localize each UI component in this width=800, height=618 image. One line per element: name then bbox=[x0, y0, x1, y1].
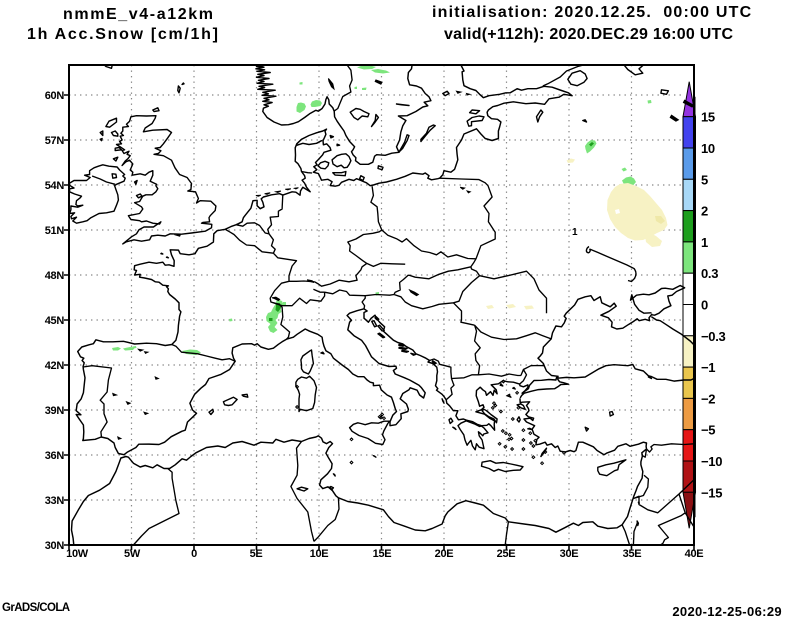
svg-text:10E: 10E bbox=[310, 548, 329, 560]
svg-text:5E: 5E bbox=[250, 548, 263, 560]
svg-text:0: 0 bbox=[701, 298, 708, 313]
svg-text:0: 0 bbox=[191, 548, 197, 560]
svg-text:45N: 45N bbox=[45, 315, 65, 327]
svg-text:39N: 39N bbox=[45, 405, 65, 417]
svg-text:54N: 54N bbox=[45, 180, 65, 192]
svg-text:2: 2 bbox=[701, 204, 708, 219]
svg-text:10W: 10W bbox=[66, 548, 89, 560]
svg-text:51N: 51N bbox=[45, 225, 65, 237]
svg-text:42N: 42N bbox=[45, 360, 65, 372]
svg-text:10: 10 bbox=[701, 141, 715, 156]
svg-text:57N: 57N bbox=[45, 135, 65, 147]
svg-text:48N: 48N bbox=[45, 270, 65, 282]
svg-text:0.3: 0.3 bbox=[701, 266, 718, 281]
svg-text:30N: 30N bbox=[45, 540, 65, 552]
svg-text:35E: 35E bbox=[623, 548, 642, 560]
svg-text:−2: −2 bbox=[701, 391, 715, 406]
svg-text:1: 1 bbox=[572, 227, 578, 238]
svg-text:−1: −1 bbox=[701, 360, 715, 375]
svg-text:5W: 5W bbox=[124, 548, 141, 560]
svg-text:40E: 40E bbox=[685, 548, 704, 560]
svg-text:−10: −10 bbox=[701, 454, 722, 469]
svg-text:−15: −15 bbox=[701, 485, 722, 500]
svg-text:15E: 15E bbox=[373, 548, 392, 560]
svg-text:33N: 33N bbox=[45, 495, 65, 507]
svg-text:−0.3: −0.3 bbox=[701, 329, 726, 344]
svg-text:30E: 30E bbox=[560, 548, 579, 560]
svg-text:−5: −5 bbox=[701, 423, 715, 438]
svg-text:60N: 60N bbox=[45, 90, 65, 102]
svg-text:25E: 25E bbox=[497, 548, 516, 560]
svg-text:20E: 20E bbox=[435, 548, 454, 560]
svg-text:1: 1 bbox=[701, 235, 708, 250]
svg-text:5: 5 bbox=[701, 172, 708, 187]
svg-text:15: 15 bbox=[701, 110, 715, 125]
svg-text:36N: 36N bbox=[45, 450, 65, 462]
